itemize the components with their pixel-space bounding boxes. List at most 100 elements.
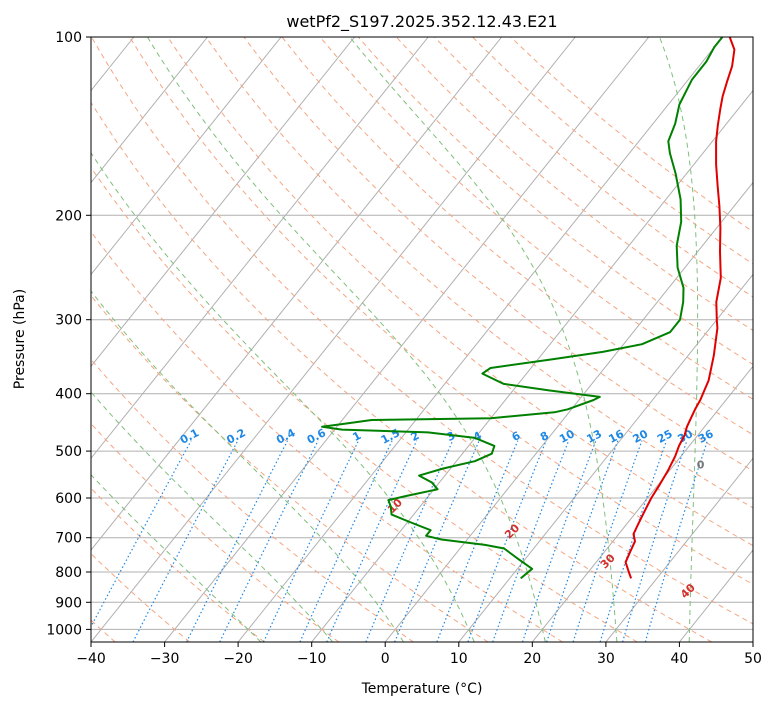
mixing-ratio-line (644, 440, 709, 642)
mixing-ratio-label: 20 (631, 427, 651, 446)
dewpoint-line (321, 37, 724, 580)
y-tick-label: 400 (55, 387, 82, 403)
mixing-ratio-line (546, 440, 619, 642)
moist-adiabat-line (147, 37, 546, 642)
dry-adiabat-line (91, 230, 563, 642)
x-tick-label: −10 (297, 651, 327, 667)
dry-adiabat-line (91, 294, 489, 642)
isotherm-zero-label: 0 (697, 459, 705, 472)
dry-adiabat-line (434, 37, 753, 298)
isotherm-line (0, 37, 60, 642)
background-lines (0, 37, 753, 642)
plot-frame (90, 36, 754, 643)
mixing-ratio-line (599, 440, 668, 642)
moist-adiabat-line (349, 37, 618, 642)
y-axis-label: Pressure (hPa) (12, 289, 28, 389)
mixing-ratio-label: 0.6 (305, 426, 329, 447)
dry-adiabat-line (167, 37, 753, 547)
moist-adiabat-line (91, 391, 334, 642)
dry-adiabat-line (243, 37, 753, 472)
mixing-ratio-line (394, 440, 480, 642)
isotherm-line (91, 37, 355, 368)
moist-adiabat-line (91, 474, 262, 642)
isotherm-line (237, 37, 723, 642)
x-tick-label: 30 (597, 651, 615, 667)
mixing-ratio-line (521, 440, 597, 642)
y-tick-label: 900 (55, 595, 82, 611)
dry-adiabat-line (319, 37, 753, 400)
mixing-ratio-label: 6 (510, 429, 523, 444)
x-tick-label: 10 (450, 651, 468, 667)
mixing-ratio-label: 13 (584, 427, 604, 446)
dry-adiabat-line (91, 358, 414, 642)
mixing-ratio-label: 1.5 (379, 426, 402, 447)
dry-adiabat-line (91, 101, 713, 642)
isotherm-line (458, 273, 753, 642)
x-tick-label: 20 (523, 651, 541, 667)
isotherm-line (311, 89, 753, 642)
dry-adiabat-line (510, 37, 753, 233)
y-tick-label: 700 (55, 531, 82, 547)
moist-adiabat-label: 30 (598, 551, 618, 571)
x-axis-label: Temperature (°C) (361, 681, 483, 697)
moist-adiabat-label: 40 (678, 581, 698, 601)
mixing-ratio-line (622, 440, 688, 642)
x-tick-label: 40 (670, 651, 688, 667)
isotherm-line (91, 37, 503, 551)
dry-adiabat-line (129, 37, 753, 585)
chart-title: wetPf2_S197.2025.352.12.43.E21 (286, 12, 557, 32)
isotherm-line (605, 457, 753, 642)
isotherm-line (679, 549, 753, 642)
isotherm-line (91, 37, 429, 460)
dry-adiabat-line (472, 37, 753, 265)
axes: −40 −30 −20 −10 0 10 20 30 40 5010020030040050060… (46, 30, 762, 667)
dry-adiabat-line (91, 487, 265, 642)
x-tick-label: −30 (150, 651, 180, 667)
mixing-ratio-line (91, 440, 192, 628)
isotherm-line (91, 37, 576, 642)
mixing-ratio-label: 25 (655, 427, 675, 446)
profile-series (321, 37, 736, 580)
y-tick-label: 800 (55, 565, 82, 581)
isotherm-line (384, 181, 753, 642)
mixing-ratio-line (299, 440, 393, 642)
mixing-ratio-line (326, 440, 418, 642)
mixing-ratio-line (186, 440, 289, 642)
mixing-ratio-label: 1 (350, 429, 363, 444)
mixing-ratio-label: 10 (557, 427, 577, 446)
dry-adiabat-line (395, 37, 753, 332)
mixing-ratio-label: 36 (696, 427, 716, 446)
moist-adiabat-line (659, 37, 699, 642)
isotherm-line (752, 641, 753, 642)
mixing-ratio-line (132, 440, 239, 642)
mixing-ratio-label: 0.2 (224, 426, 247, 447)
mixing-ratio-line (492, 440, 570, 642)
y-tick-label: 500 (55, 444, 82, 460)
dry-adiabat-line (91, 37, 753, 625)
x-tick-label: 0 (381, 651, 390, 667)
x-tick-label: −40 (76, 651, 106, 667)
y-tick-label: 200 (55, 208, 82, 224)
moist-adiabat-line (91, 152, 475, 642)
y-tick-label: 300 (55, 313, 82, 329)
mixing-ratio-line (467, 440, 547, 642)
dry-adiabat-line (91, 166, 638, 642)
mixing-ratio-label: 16 (606, 427, 626, 446)
moist-adiabat-line (91, 290, 405, 642)
y-tick-label: 100 (55, 30, 82, 46)
mixing-ratio-line (219, 440, 319, 642)
mixing-ratio-line (365, 440, 454, 642)
y-tick-label: 1000 (46, 622, 82, 638)
dry-adiabat-line (205, 37, 753, 509)
x-tick-label: 50 (744, 651, 762, 667)
isotherm-line (91, 37, 282, 276)
dry-adiabat-line (91, 553, 191, 642)
y-tick-label: 600 (55, 491, 82, 507)
x-tick-label: −20 (223, 651, 253, 667)
isotherm-line (164, 37, 650, 642)
isotherm-line (91, 37, 208, 184)
mixing-ratio-label: 0.4 (274, 426, 298, 447)
isotherm-line (531, 365, 753, 642)
mixing-ratio-label: 0.1 (178, 426, 201, 447)
